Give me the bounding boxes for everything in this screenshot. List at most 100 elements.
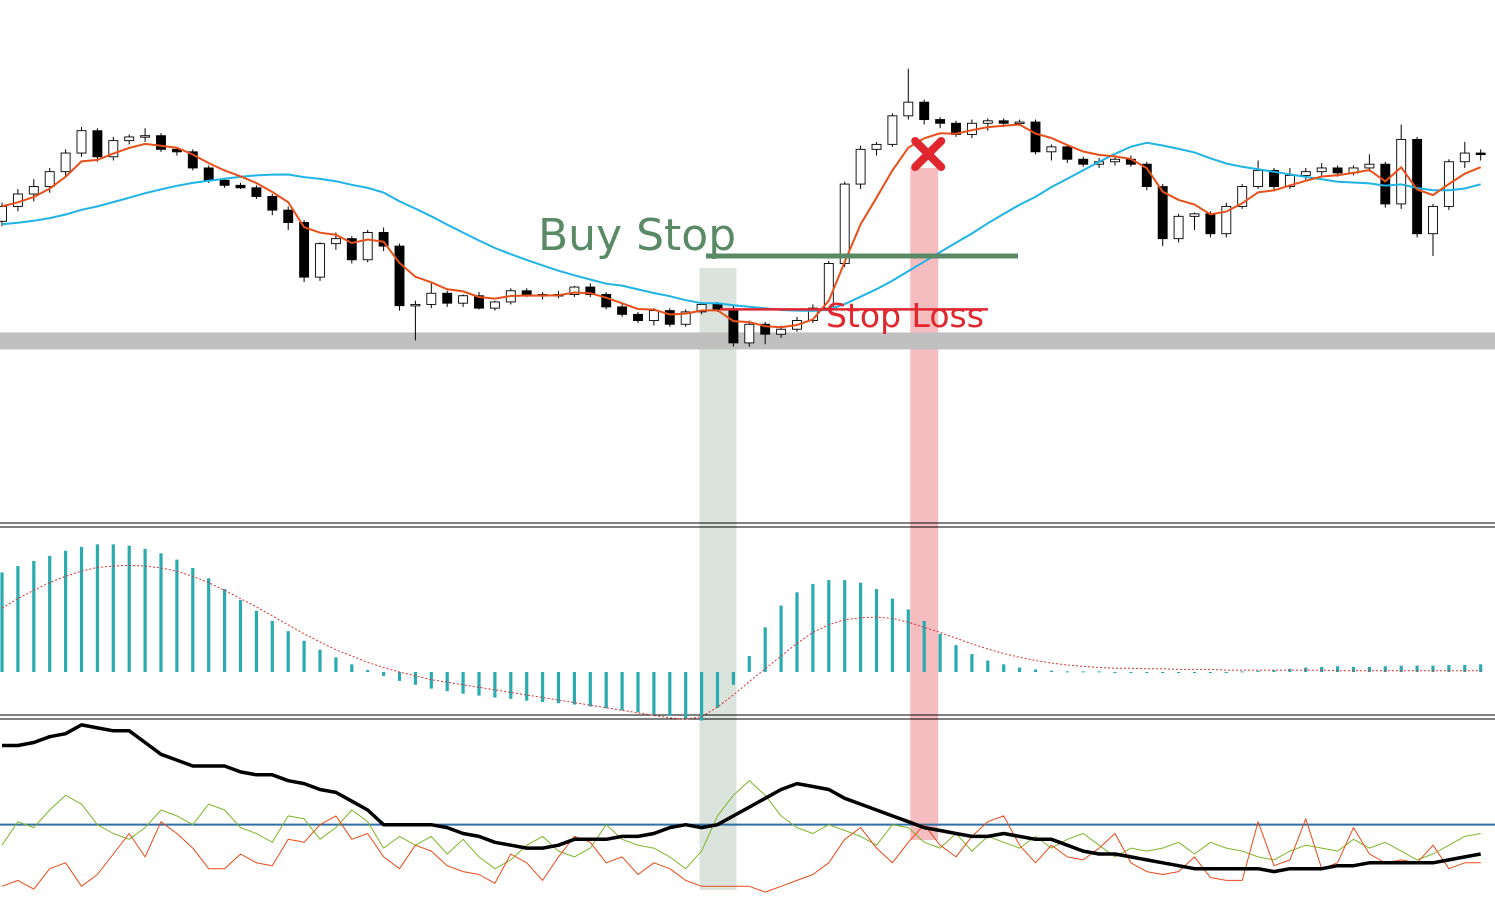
macd-histogram-bar: [1431, 665, 1435, 672]
macd-histogram-bar: [191, 567, 195, 672]
candle: [346, 236, 357, 264]
candle-body: [60, 152, 71, 173]
candle: [728, 304, 739, 347]
candle: [1364, 154, 1375, 172]
macd-histogram-bar: [1256, 670, 1260, 672]
macd-histogram-bar: [413, 672, 417, 685]
candle: [1030, 119, 1041, 155]
candle-body: [1030, 121, 1041, 153]
macd-histogram-bar: [986, 660, 990, 672]
candle: [140, 128, 151, 142]
candle-body: [1221, 205, 1232, 235]
macd-histogram-bar: [1161, 672, 1165, 673]
candle-body: [1157, 186, 1168, 240]
macd-histogram-bar: [397, 672, 402, 681]
signal-highlights: [699, 168, 939, 890]
candle-body: [1062, 146, 1073, 160]
candle: [1046, 144, 1057, 161]
macd-histogram-bar: [445, 672, 449, 692]
candle: [1475, 149, 1486, 161]
macd-histogram-bar: [143, 548, 147, 672]
candle-body: [1205, 213, 1216, 235]
candle: [1221, 202, 1232, 238]
macd-histogram-bar: [270, 620, 274, 672]
macd-histogram-bar: [779, 605, 783, 672]
candle: [378, 227, 389, 252]
macd-histogram-bar: [64, 550, 68, 672]
candle-body: [696, 303, 707, 313]
adx-minus-di-line: [1, 815, 1481, 893]
macd-histogram-bar: [970, 654, 974, 672]
candle: [664, 308, 675, 327]
candle: [156, 133, 166, 152]
slow-moving-average-line: [1, 141, 1481, 312]
candle-body: [1014, 121, 1025, 124]
macd-histogram-bar: [1463, 664, 1467, 672]
candle: [474, 292, 484, 310]
candle-body: [1300, 171, 1311, 176]
candle: [1189, 212, 1200, 230]
candle-body: [140, 135, 151, 138]
macd-histogram-bar: [429, 672, 433, 689]
candle: [569, 285, 580, 297]
macd-histogram-bar: [1129, 672, 1133, 673]
candle-body: [0, 205, 7, 222]
candle-body: [410, 303, 421, 307]
macd-histogram-bar: [1145, 672, 1149, 673]
candle-body: [1459, 152, 1470, 163]
candle: [1110, 156, 1120, 166]
candle: [108, 136, 119, 161]
macd-histogram-bar: [350, 664, 354, 672]
macd-histogram-bar: [1033, 669, 1038, 672]
macd-histogram-bar: [0, 572, 4, 672]
candle: [617, 304, 628, 317]
candle-body: [633, 313, 643, 322]
candle-body: [1316, 167, 1327, 173]
macd-histogram-bar: [859, 582, 863, 672]
candle: [458, 294, 469, 307]
macd-histogram-bar: [111, 544, 115, 672]
candle-body: [458, 295, 469, 304]
candle-body: [1189, 213, 1200, 217]
candle-body: [108, 140, 119, 158]
macd-signal-line: [1, 564, 1481, 720]
macd-histogram-bar: [127, 545, 131, 672]
candle-body: [728, 308, 739, 344]
macd-histogram-bar: [636, 672, 640, 713]
candle: [267, 194, 278, 216]
macd-histogram-bar: [493, 672, 497, 698]
candle-body: [919, 101, 930, 121]
macd-histogram-bar: [207, 578, 211, 672]
macd-histogram-bar: [954, 645, 958, 672]
macd-histogram-bar: [1224, 672, 1228, 673]
macd-histogram-bar: [318, 649, 322, 672]
macd-histogram-bar: [1002, 664, 1006, 672]
candle-body: [664, 310, 675, 325]
macd-histogram-bar: [1479, 664, 1483, 672]
candle: [919, 99, 930, 125]
macd-histogram-bar: [938, 633, 942, 672]
macd-histogram-bar: [700, 672, 704, 721]
candle-body: [251, 187, 262, 197]
macd-histogram-bar: [461, 672, 465, 694]
candle-body: [887, 115, 898, 145]
candle-body: [871, 143, 882, 150]
macd-histogram-bar: [175, 559, 179, 672]
candle-body: [935, 119, 946, 124]
candle: [633, 311, 643, 324]
candle-body: [1364, 163, 1375, 169]
macd-histogram-bar: [286, 631, 290, 672]
candle-body: [1110, 158, 1120, 163]
candle: [601, 292, 612, 310]
candle: [871, 141, 882, 156]
candle-body: [187, 151, 198, 169]
macd-histogram-bar: [366, 670, 370, 672]
candle-body: [1332, 167, 1343, 174]
candle: [1253, 160, 1264, 190]
candle-body: [855, 148, 866, 185]
macd-histogram-bar: [1320, 666, 1324, 672]
macd-histogram-bar: [1272, 670, 1276, 672]
candle: [394, 243, 405, 311]
candle-body: [28, 186, 39, 195]
